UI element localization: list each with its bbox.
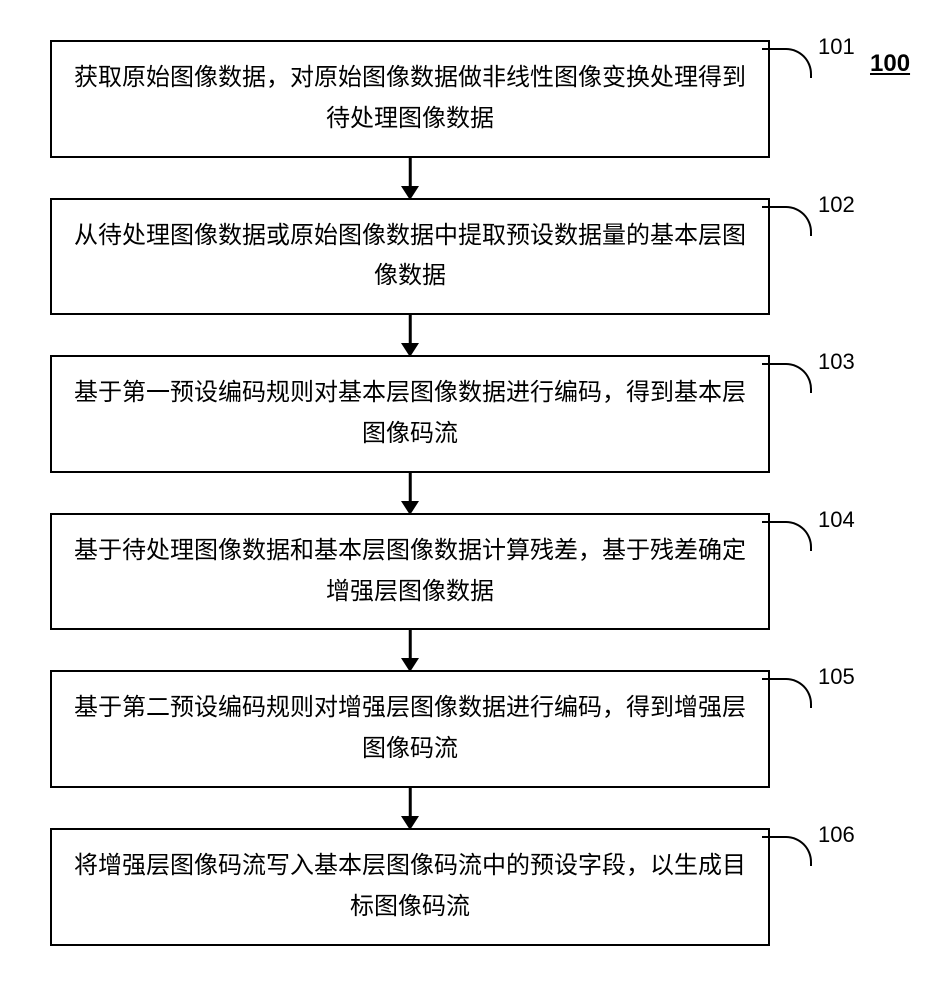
arrow-down-icon xyxy=(50,630,770,670)
leader-line xyxy=(762,206,812,236)
step-box: 从待处理图像数据或原始图像数据中提取预设数据量的基本层图像数据 xyxy=(50,198,770,316)
arrow-down-icon xyxy=(50,788,770,828)
step-text: 获取原始图像数据，对原始图像数据做非线性图像变换处理得到待处理图像数据 xyxy=(72,58,748,140)
leader-line xyxy=(762,521,812,551)
flow-step: 获取原始图像数据，对原始图像数据做非线性图像变换处理得到待处理图像数据101 xyxy=(50,40,900,158)
step-box: 将增强层图像码流写入基本层图像码流中的预设字段，以生成目标图像码流 xyxy=(50,828,770,946)
step-number: 101 xyxy=(818,34,855,60)
flow-step: 将增强层图像码流写入基本层图像码流中的预设字段，以生成目标图像码流106 xyxy=(50,828,900,946)
arrow-down-icon xyxy=(50,315,770,355)
step-number: 102 xyxy=(818,192,855,218)
step-box: 基于第一预设编码规则对基本层图像数据进行编码，得到基本层图像码流 xyxy=(50,355,770,473)
step-number: 105 xyxy=(818,664,855,690)
arrow-down-icon xyxy=(50,473,770,513)
step-text: 从待处理图像数据或原始图像数据中提取预设数据量的基本层图像数据 xyxy=(72,216,748,298)
step-box: 获取原始图像数据，对原始图像数据做非线性图像变换处理得到待处理图像数据 xyxy=(50,40,770,158)
flow-step: 从待处理图像数据或原始图像数据中提取预设数据量的基本层图像数据102 xyxy=(50,198,900,316)
leader-line xyxy=(762,48,812,78)
flow-step: 基于第二预设编码规则对增强层图像数据进行编码，得到增强层图像码流105 xyxy=(50,670,900,788)
step-number: 103 xyxy=(818,349,855,375)
arrow-down-icon xyxy=(50,158,770,198)
step-text: 基于待处理图像数据和基本层图像数据计算残差，基于残差确定增强层图像数据 xyxy=(72,531,748,613)
flow-step: 基于第一预设编码规则对基本层图像数据进行编码，得到基本层图像码流103 xyxy=(50,355,900,473)
step-box: 基于第二预设编码规则对增强层图像数据进行编码，得到增强层图像码流 xyxy=(50,670,770,788)
step-number: 106 xyxy=(818,822,855,848)
flowchart-diagram: 100 获取原始图像数据，对原始图像数据做非线性图像变换处理得到待处理图像数据1… xyxy=(50,40,900,946)
step-text: 将增强层图像码流写入基本层图像码流中的预设字段，以生成目标图像码流 xyxy=(72,846,748,928)
step-number: 104 xyxy=(818,507,855,533)
step-text: 基于第一预设编码规则对基本层图像数据进行编码，得到基本层图像码流 xyxy=(72,373,748,455)
leader-line xyxy=(762,678,812,708)
leader-line xyxy=(762,363,812,393)
step-text: 基于第二预设编码规则对增强层图像数据进行编码，得到增强层图像码流 xyxy=(72,688,748,770)
step-box: 基于待处理图像数据和基本层图像数据计算残差，基于残差确定增强层图像数据 xyxy=(50,513,770,631)
flow-step: 基于待处理图像数据和基本层图像数据计算残差，基于残差确定增强层图像数据104 xyxy=(50,513,900,631)
leader-line xyxy=(762,836,812,866)
